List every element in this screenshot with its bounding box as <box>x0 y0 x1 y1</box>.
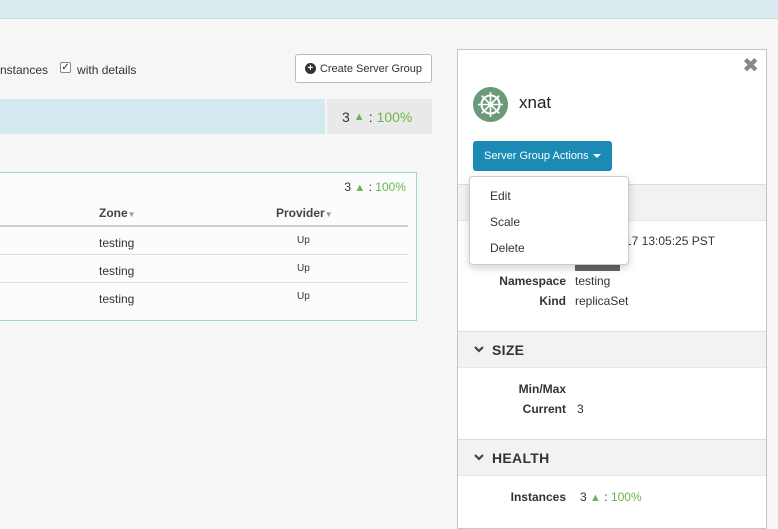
chevron-down-icon <box>474 454 484 461</box>
zone-cell: testing <box>99 264 135 278</box>
zone-column-header[interactable]: Zone▼ <box>99 206 136 220</box>
table-health-percent: 100% <box>375 180 406 194</box>
size-section-header[interactable]: SIZE <box>458 331 766 368</box>
current-value: 3 <box>577 402 584 416</box>
plus-circle-icon: + <box>304 63 316 74</box>
table-health: 3 ▲ : 100% <box>344 180 406 194</box>
table-count: 3 <box>344 180 352 194</box>
server-group-actions-button[interactable]: Server Group Actions <box>473 141 612 171</box>
server-group-bar[interactable] <box>0 99 325 134</box>
provider-cell: Up <box>297 263 310 274</box>
row-divider <box>0 282 408 283</box>
server-group-actions-menu: Edit Scale Delete <box>469 176 629 265</box>
top-bar <box>0 0 778 19</box>
instances-label: nstances <box>0 63 49 77</box>
provider-cell: Up <box>297 291 310 302</box>
server-group-details-panel: ✖ xnat Server Group Actions 17 13:05:25 … <box>457 49 767 529</box>
zone-cell: testing <box>99 236 135 250</box>
chevron-down-icon <box>474 346 484 353</box>
with-details-checkbox[interactable]: ✓ <box>60 61 72 73</box>
table-row[interactable]: testing Up <box>0 283 408 311</box>
table-row[interactable]: testing Up <box>0 227 408 255</box>
minmax-key: Min/Max <box>518 382 566 396</box>
create-server-group-button[interactable]: + Create Server Group <box>295 54 432 83</box>
server-group-health: 3 ▲ : 100% <box>327 99 432 134</box>
filter-row: nstances ✓ with details <box>0 60 136 80</box>
group-health-percent: 100% <box>376 108 413 125</box>
health-instances-value: 3 ▲ : 100% <box>580 490 642 504</box>
row-divider <box>0 254 408 255</box>
kind-key: Kind <box>539 294 566 308</box>
group-count: 3 <box>342 108 350 125</box>
instances-key: Instances <box>510 490 566 504</box>
table-separator: : <box>368 180 372 194</box>
health-percent: 100% <box>610 490 642 504</box>
up-arrow-icon: ▲ <box>590 492 601 504</box>
created-value: 17 13:05:25 PST <box>625 234 716 248</box>
provider-column-header[interactable]: Provider▼ <box>276 206 333 220</box>
with-details-label[interactable]: with details <box>77 63 137 77</box>
menu-item-scale[interactable]: Scale <box>490 215 521 229</box>
health-separator: : <box>604 490 608 504</box>
health-section-header[interactable]: HEALTH <box>458 439 766 476</box>
group-separator: : <box>368 108 373 125</box>
header-divider <box>0 225 408 227</box>
up-arrow-icon: ▲ <box>354 182 366 194</box>
size-section-title: SIZE <box>492 342 525 358</box>
zone-cell: testing <box>99 292 135 306</box>
kind-value: replicaSet <box>575 294 629 308</box>
sort-down-icon: ▼ <box>324 210 333 219</box>
kubernetes-icon <box>473 87 508 122</box>
caret-down-icon <box>592 154 601 158</box>
provider-cell: Up <box>297 235 310 246</box>
create-server-group-label: Create Server Group <box>319 62 423 75</box>
health-count: 3 <box>580 490 587 504</box>
menu-item-delete[interactable]: Delete <box>490 241 525 255</box>
provider-header-label: Provider <box>276 206 325 220</box>
server-group-title: xnat <box>519 93 552 112</box>
health-section-title: HEALTH <box>492 450 550 466</box>
server-group-actions-label: Server Group Actions <box>484 150 589 162</box>
up-arrow-icon: ▲ <box>353 110 365 123</box>
sort-down-icon: ▼ <box>127 210 136 219</box>
namespace-value: testing <box>575 274 611 288</box>
close-icon[interactable]: ✖ <box>742 55 759 77</box>
instances-table-panel: 3 ▲ : 100% Zone▼ Provider▼ testing Up te… <box>0 172 417 321</box>
table-row[interactable]: testing Up <box>0 255 408 283</box>
current-key: Current <box>522 402 566 416</box>
namespace-key: Namespace <box>499 274 566 288</box>
menu-item-edit[interactable]: Edit <box>490 189 511 203</box>
zone-header-label: Zone <box>99 206 128 220</box>
